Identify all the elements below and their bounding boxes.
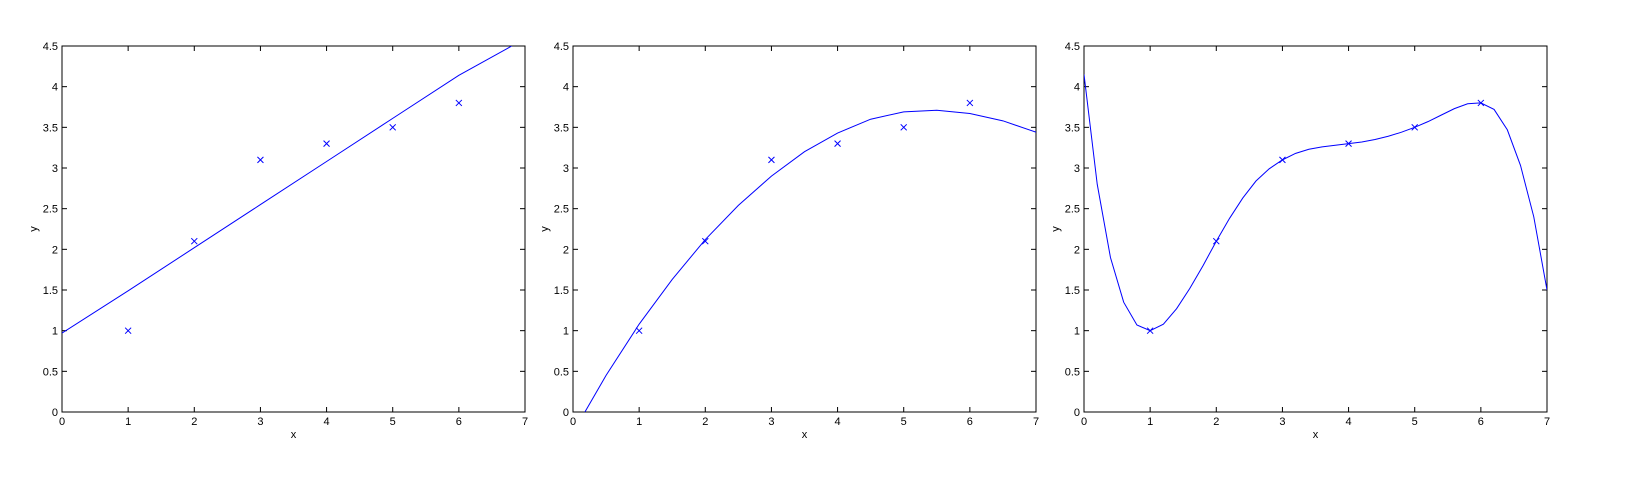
y-tick-label: 1: [52, 326, 58, 338]
data-point-marker: [1411, 123, 1419, 131]
y-tick-label: 4: [563, 82, 569, 94]
x-tick-label: 3: [257, 416, 263, 428]
y-tick-label: 2.5: [43, 204, 58, 216]
x-tick-label: 0: [570, 416, 576, 428]
x-tick-label: 5: [390, 416, 396, 428]
x-axis-label: x: [1313, 429, 1319, 441]
x-tick-label: 3: [768, 416, 774, 428]
data-point-marker: [1477, 99, 1485, 107]
y-tick-label: 0.5: [554, 366, 569, 378]
y-tick-label: 1.5: [1065, 285, 1080, 297]
y-tick-label: 0: [52, 407, 58, 419]
y-tick-label: 2.5: [554, 204, 569, 216]
x-tick-label: 5: [1412, 416, 1418, 428]
x-tick-label: 4: [324, 416, 330, 428]
data-point-marker: [834, 140, 841, 147]
y-tick-label: 3: [52, 163, 58, 175]
y-tick-label: 3.5: [554, 122, 569, 134]
y-tick-label: 4.5: [554, 41, 569, 53]
y-tick-label: 1: [563, 326, 569, 338]
y-axis-label: y: [539, 226, 551, 232]
y-tick-label: 2: [1074, 244, 1080, 256]
y-tick-label: 3: [563, 163, 569, 175]
x-axis-label: x: [802, 429, 808, 441]
data-point-marker: [323, 140, 330, 147]
x-tick-label: 0: [1081, 416, 1087, 428]
x-tick-label: 1: [1147, 416, 1153, 428]
data-point-marker: [1279, 156, 1286, 164]
y-axis-label: y: [28, 226, 40, 232]
y-tick-label: 4.5: [1065, 41, 1080, 53]
data-point-marker: [1345, 140, 1352, 147]
fit-curve: [62, 46, 513, 334]
y-tick-label: 3.5: [1065, 122, 1080, 134]
x-tick-label: 2: [702, 416, 708, 428]
x-tick-label: 6: [1478, 416, 1484, 428]
x-tick-label: 7: [1033, 416, 1039, 428]
y-tick-label: 4.5: [43, 41, 58, 53]
chart-panel-1: 0 1 2 3 4 5 6 7 0 0.5 1 1.5 2 2.5 3 3.5 4 4.5 x y: [28, 41, 528, 441]
data-point-marker: [966, 99, 974, 107]
data-point-marker: [900, 123, 908, 131]
y-axis-label: y: [1050, 226, 1062, 232]
fit-curve: [1084, 74, 1547, 332]
data-point-marker: [768, 156, 775, 164]
x-tick-label: 7: [1544, 416, 1550, 428]
y-tick-label: 2: [563, 244, 569, 256]
x-tick-label: 6: [456, 416, 462, 428]
y-tick-label: 0: [563, 407, 569, 419]
plot-area-frame: [1083, 45, 1548, 413]
x-tick-label: 2: [191, 416, 197, 428]
y-tick-label: 4: [1074, 82, 1080, 94]
x-tick-label: 5: [901, 416, 907, 428]
x-tick-label: 4: [835, 416, 841, 428]
x-axis-label: x: [291, 429, 297, 441]
x-tick-label: 4: [1346, 416, 1352, 428]
y-tick-label: 1.5: [43, 285, 58, 297]
y-tick-label: 2.5: [1065, 204, 1080, 216]
data-point-marker: [257, 156, 264, 164]
data-point-marker: [190, 237, 198, 245]
y-tick-label: 2: [52, 244, 58, 256]
data-point-marker: [1146, 327, 1154, 335]
x-tick-label: 6: [967, 416, 973, 428]
data-point-marker: [389, 123, 397, 131]
data-point-marker: [701, 237, 709, 245]
y-tick-label: 0: [1074, 407, 1080, 419]
y-tick-label: 1.5: [554, 285, 569, 297]
x-tick-label: 3: [1279, 416, 1285, 428]
chart-panel-2: 0 1 2 3 4 5 6 7 0 0.5 1 1.5 2 2.5 3 3.5 4 4.5 x y: [539, 41, 1039, 441]
fit-curve: [584, 109, 1036, 412]
plot-area-frame: [572, 45, 1037, 413]
y-tick-label: 1: [1074, 326, 1080, 338]
x-tick-label: 1: [125, 416, 131, 428]
data-point-marker: [1212, 237, 1220, 245]
x-tick-label: 0: [59, 416, 65, 428]
data-point-marker: [455, 99, 463, 107]
y-tick-label: 0.5: [1065, 366, 1080, 378]
y-tick-label: 0.5: [43, 366, 58, 378]
x-tick-label: 2: [1213, 416, 1219, 428]
chart-panel-3: 0 1 2 3 4 5 6 7 0 0.5 1 1.5 2 2.5 3 3.5 4 4.5 x y: [1050, 41, 1550, 441]
y-tick-label: 3.5: [43, 122, 58, 134]
y-tick-label: 3: [1074, 163, 1080, 175]
x-tick-label: 1: [636, 416, 642, 428]
x-tick-label: 7: [522, 416, 528, 428]
data-point-marker: [124, 327, 132, 335]
y-tick-label: 4: [52, 82, 58, 94]
data-point-marker: [635, 327, 643, 335]
plot-area-frame: [61, 45, 526, 413]
